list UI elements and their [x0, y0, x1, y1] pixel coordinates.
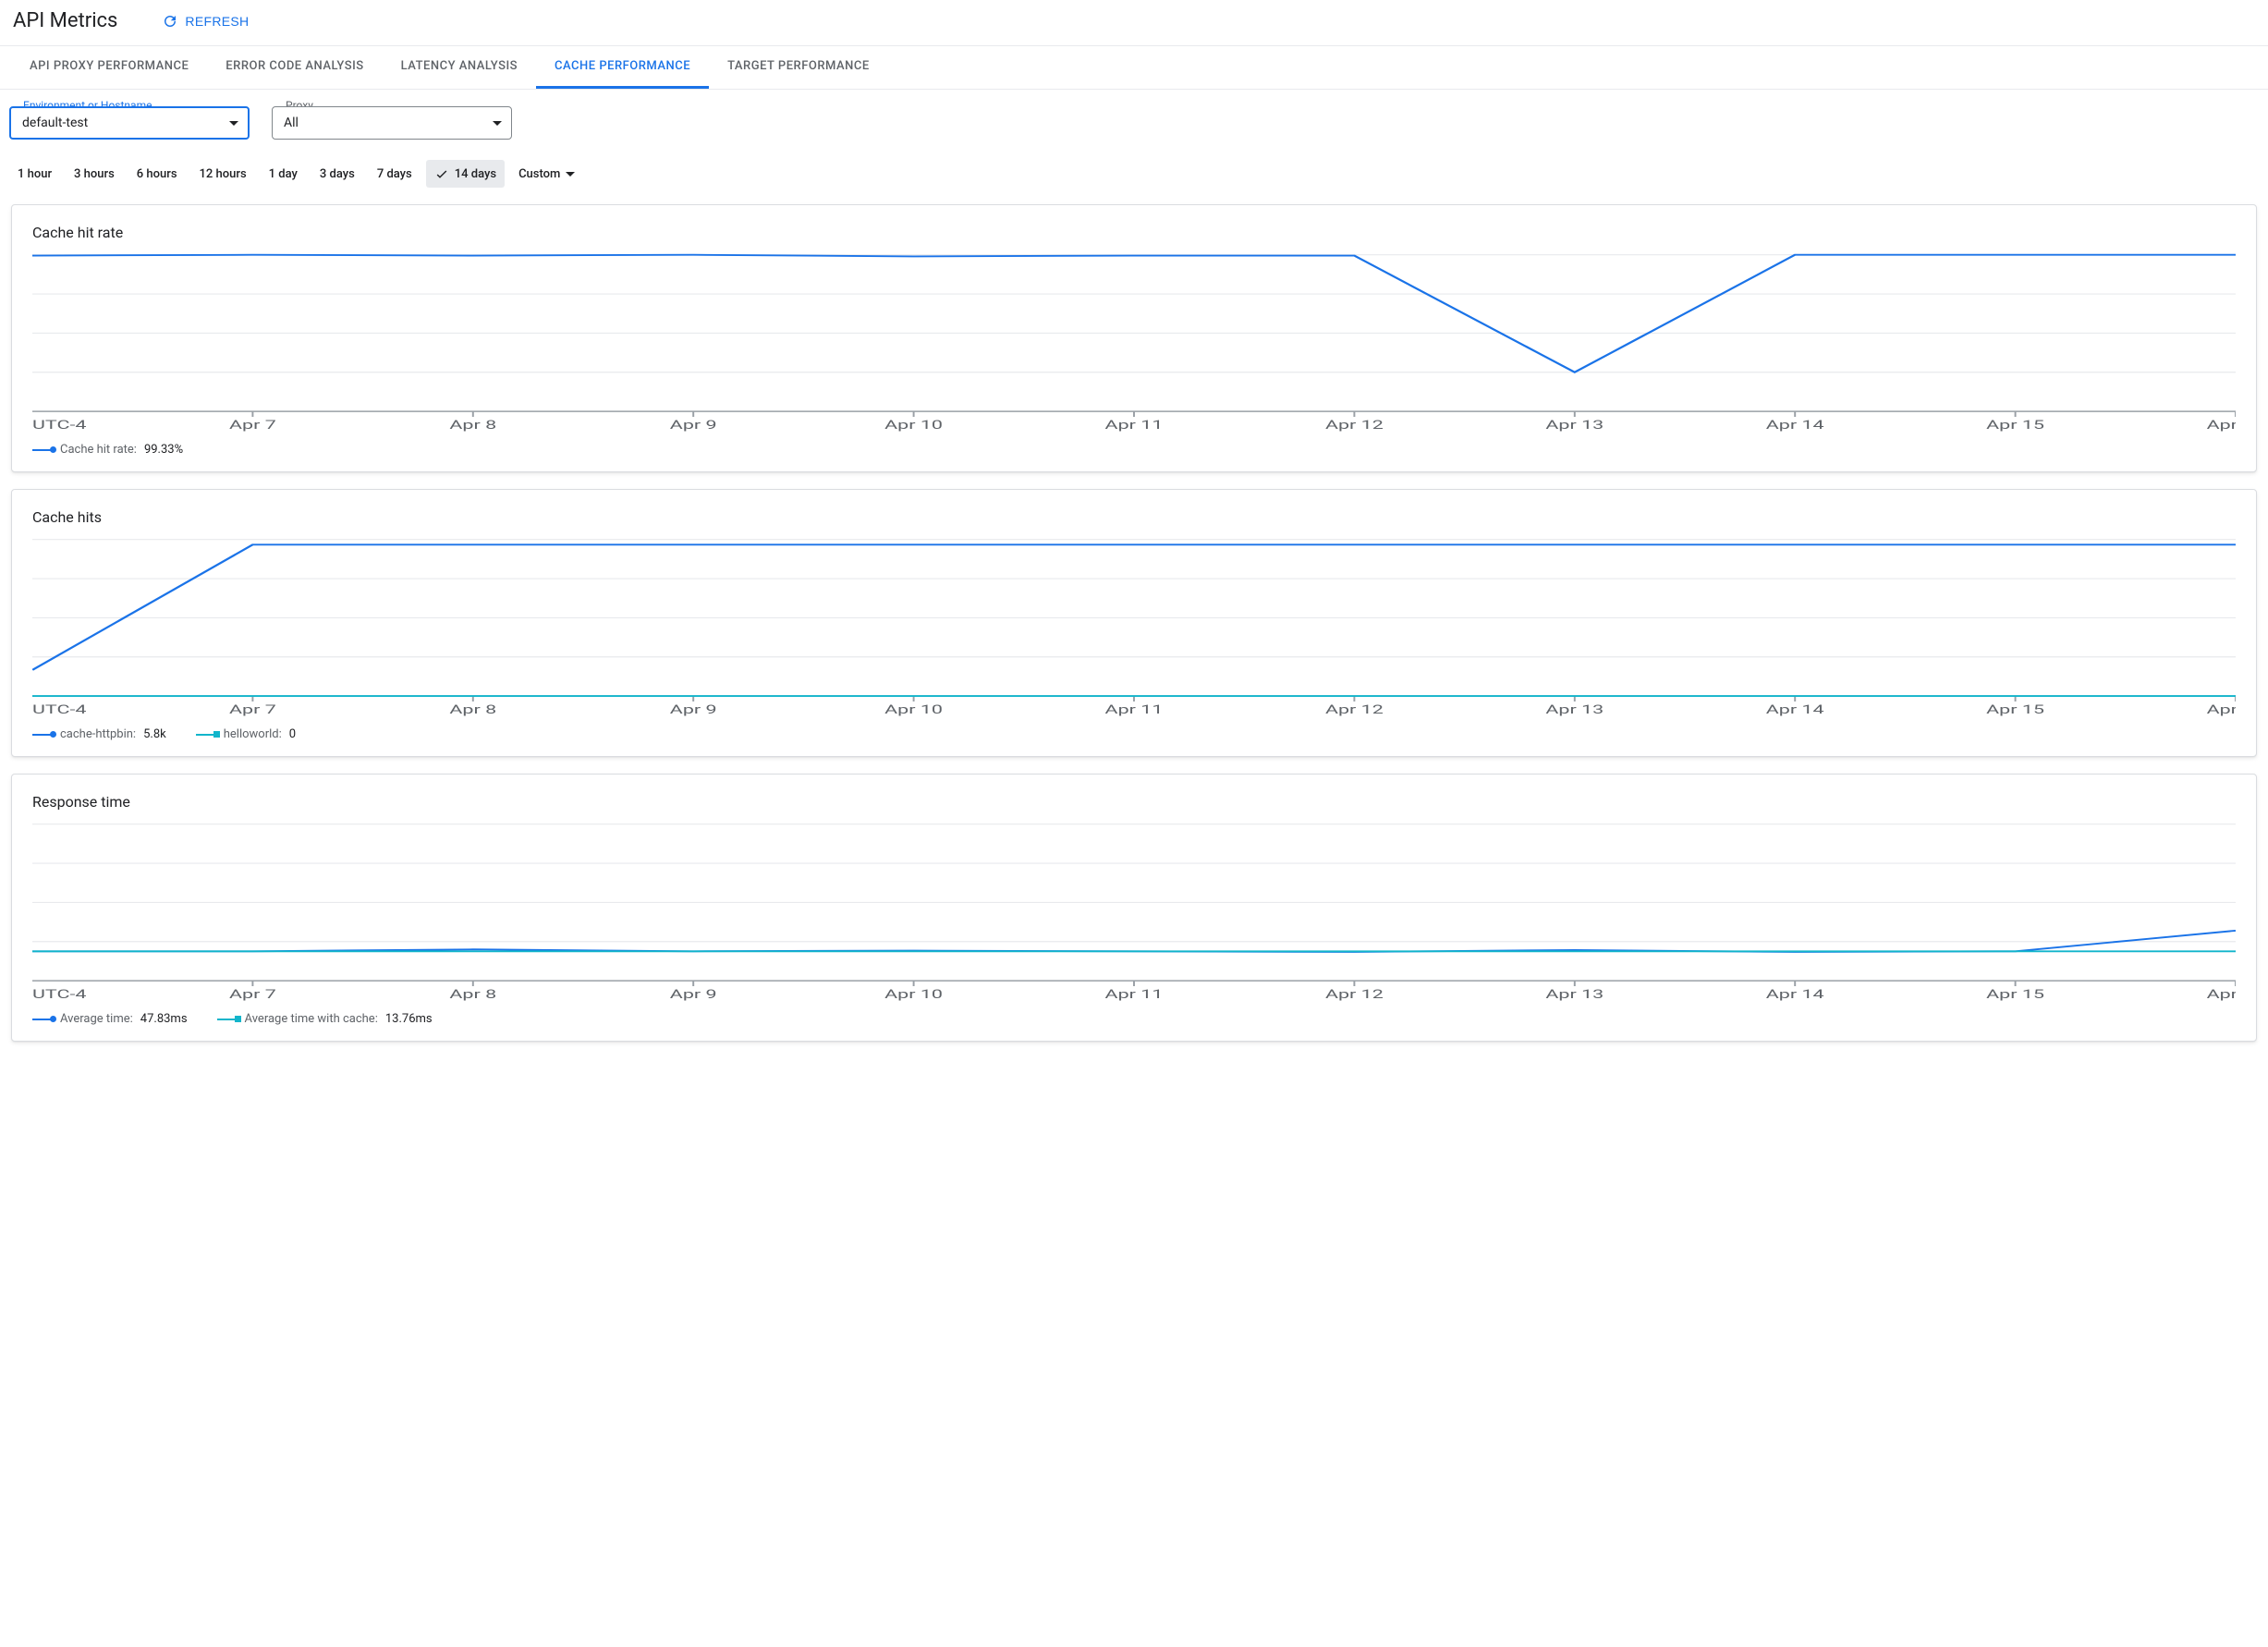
legend-item[interactable]: Cache hit rate: 99.33%: [32, 443, 183, 457]
chevron-down-icon: [493, 121, 502, 126]
legend-label: Cache hit rate:: [60, 443, 137, 457]
chart-svg: UTC-4 Apr 7 Apr 8 Apr 9 Apr 10 Apr 11 Apr 12 Ap…: [32, 820, 2236, 1005]
chevron-down-icon: [229, 121, 238, 126]
chart-card-cache_hit_rate: Cache hit rate UTC-4 Apr 7 Apr 8 Apr 9 Apr 10…: [11, 204, 2257, 472]
svg-text:Apr 12: Apr 12: [1325, 703, 1384, 717]
legend-item[interactable]: helloworld: 0: [196, 727, 296, 741]
svg-text:Apr 15: Apr 15: [1986, 419, 2044, 433]
chart-card-cache_hits: Cache hits UTC-4 Apr 7 Apr 8 Apr 9 Apr 10 Apr …: [11, 489, 2257, 757]
svg-text:Apr 11: Apr 11: [1105, 419, 1164, 433]
svg-text:Apr 10: Apr 10: [884, 988, 943, 1002]
legend-label: cache-httpbin:: [60, 727, 136, 741]
svg-text:Apr 7: Apr 7: [229, 988, 276, 1002]
chart-legend: Cache hit rate: 99.33%: [12, 435, 2256, 471]
tab-api-proxy-performance[interactable]: API PROXY PERFORMANCE: [11, 46, 207, 89]
refresh-button[interactable]: REFRESH: [162, 13, 249, 30]
legend-item[interactable]: Average time: 47.83ms: [32, 1012, 188, 1026]
svg-text:Apr 13: Apr 13: [1545, 703, 1603, 717]
time-range-6-hours[interactable]: 6 hours: [128, 161, 186, 188]
refresh-icon: [162, 13, 178, 30]
tab-cache-performance[interactable]: CACHE PERFORMANCE: [536, 46, 709, 89]
legend-label: Average time:: [60, 1012, 133, 1026]
tab-latency-analysis[interactable]: LATENCY ANALYSIS: [383, 46, 536, 89]
svg-text:UTC-4: UTC-4: [32, 988, 86, 1002]
tabs: API PROXY PERFORMANCEERROR CODE ANALYSIS…: [0, 45, 2268, 90]
svg-text:Apr 14: Apr 14: [1766, 419, 1824, 433]
legend-label: Average time with cache:: [245, 1012, 378, 1026]
svg-text:Apr 16: Apr 16: [2207, 419, 2236, 433]
svg-text:Apr 15: Apr 15: [1986, 703, 2044, 717]
svg-text:Apr 8: Apr 8: [449, 419, 496, 433]
page-title: API Metrics: [13, 9, 117, 32]
chart-legend: cache-httpbin: 5.8k helloworld: 0: [12, 720, 2256, 756]
svg-text:Apr 9: Apr 9: [670, 703, 717, 717]
tab-target-performance[interactable]: TARGET PERFORMANCE: [709, 46, 888, 89]
svg-text:Apr 12: Apr 12: [1325, 419, 1384, 433]
svg-text:Apr 13: Apr 13: [1545, 988, 1603, 1002]
legend-swatch: [217, 1019, 238, 1020]
chart-legend: Average time: 47.83ms Average time with ca…: [12, 1005, 2256, 1041]
svg-text:Apr 12: Apr 12: [1325, 988, 1384, 1002]
svg-text:Apr 16: Apr 16: [2207, 703, 2236, 717]
svg-text:Apr 15: Apr 15: [1986, 988, 2044, 1002]
chart-svg: UTC-4 Apr 7 Apr 8 Apr 9 Apr 10 Apr 11 Apr 12 Ap…: [32, 535, 2236, 720]
env-select-value: default-test: [22, 116, 88, 130]
svg-text:UTC-4: UTC-4: [32, 419, 86, 433]
svg-text:Apr 16: Apr 16: [2207, 988, 2236, 1002]
svg-text:Apr 9: Apr 9: [670, 419, 717, 433]
chevron-down-icon: [566, 172, 575, 177]
legend-swatch: [196, 734, 216, 736]
svg-text:Apr 8: Apr 8: [449, 988, 496, 1002]
svg-text:UTC-4: UTC-4: [32, 703, 86, 717]
legend-label: helloworld:: [224, 727, 282, 741]
svg-text:Apr 10: Apr 10: [884, 703, 943, 717]
env-select[interactable]: Environment or Hostname default-test: [9, 106, 250, 140]
legend-value: 0: [289, 727, 296, 741]
time-range-custom[interactable]: Custom: [510, 161, 583, 188]
tab-error-code-analysis[interactable]: ERROR CODE ANALYSIS: [207, 46, 382, 89]
legend-item[interactable]: Average time with cache: 13.76ms: [217, 1012, 433, 1026]
legend-swatch: [32, 449, 53, 451]
legend-value: 99.33%: [144, 443, 183, 457]
time-range-14-days[interactable]: 14 days: [426, 160, 505, 188]
legend-value: 47.83ms: [140, 1012, 188, 1026]
svg-text:Apr 14: Apr 14: [1766, 988, 1824, 1002]
legend-value: 13.76ms: [385, 1012, 433, 1026]
time-range-1-hour[interactable]: 1 hour: [9, 161, 60, 188]
svg-text:Apr 11: Apr 11: [1105, 988, 1164, 1002]
chart-title: Response time: [12, 775, 2256, 820]
svg-text:Apr 14: Apr 14: [1766, 703, 1824, 717]
chart-title: Cache hits: [12, 490, 2256, 535]
time-range-selector: 1 hour3 hours6 hours12 hours1 day3 days7…: [0, 147, 2268, 204]
svg-text:Apr 11: Apr 11: [1105, 703, 1164, 717]
svg-text:Apr 7: Apr 7: [229, 703, 276, 717]
chart-title: Cache hit rate: [12, 205, 2256, 250]
legend-value: 5.8k: [143, 727, 166, 741]
svg-text:Apr 13: Apr 13: [1545, 419, 1603, 433]
time-range-1-day[interactable]: 1 day: [261, 161, 306, 188]
legend-item[interactable]: cache-httpbin: 5.8k: [32, 727, 166, 741]
proxy-select-value: All: [284, 116, 299, 130]
time-range-3-hours[interactable]: 3 hours: [66, 161, 123, 188]
time-range-7-days[interactable]: 7 days: [369, 161, 421, 188]
svg-text:Apr 7: Apr 7: [229, 419, 276, 433]
check-icon: [434, 166, 449, 181]
refresh-label: REFRESH: [185, 14, 249, 29]
time-range-12-hours[interactable]: 12 hours: [191, 161, 255, 188]
legend-swatch: [32, 1019, 53, 1020]
svg-text:Apr 9: Apr 9: [670, 988, 717, 1002]
svg-text:Apr 10: Apr 10: [884, 419, 943, 433]
chart-svg: UTC-4 Apr 7 Apr 8 Apr 9 Apr 10 Apr 11 Apr 12 Ap…: [32, 250, 2236, 435]
legend-swatch: [32, 734, 53, 736]
proxy-select[interactable]: Proxy All: [272, 106, 512, 140]
chart-card-response_time: Response time UTC-4 Apr 7 Apr 8 Apr 9 Apr 10 A…: [11, 774, 2257, 1042]
svg-text:Apr 8: Apr 8: [449, 703, 496, 717]
time-range-3-days[interactable]: 3 days: [311, 161, 363, 188]
filters-row: Environment or Hostname default-test Pro…: [0, 90, 2268, 147]
